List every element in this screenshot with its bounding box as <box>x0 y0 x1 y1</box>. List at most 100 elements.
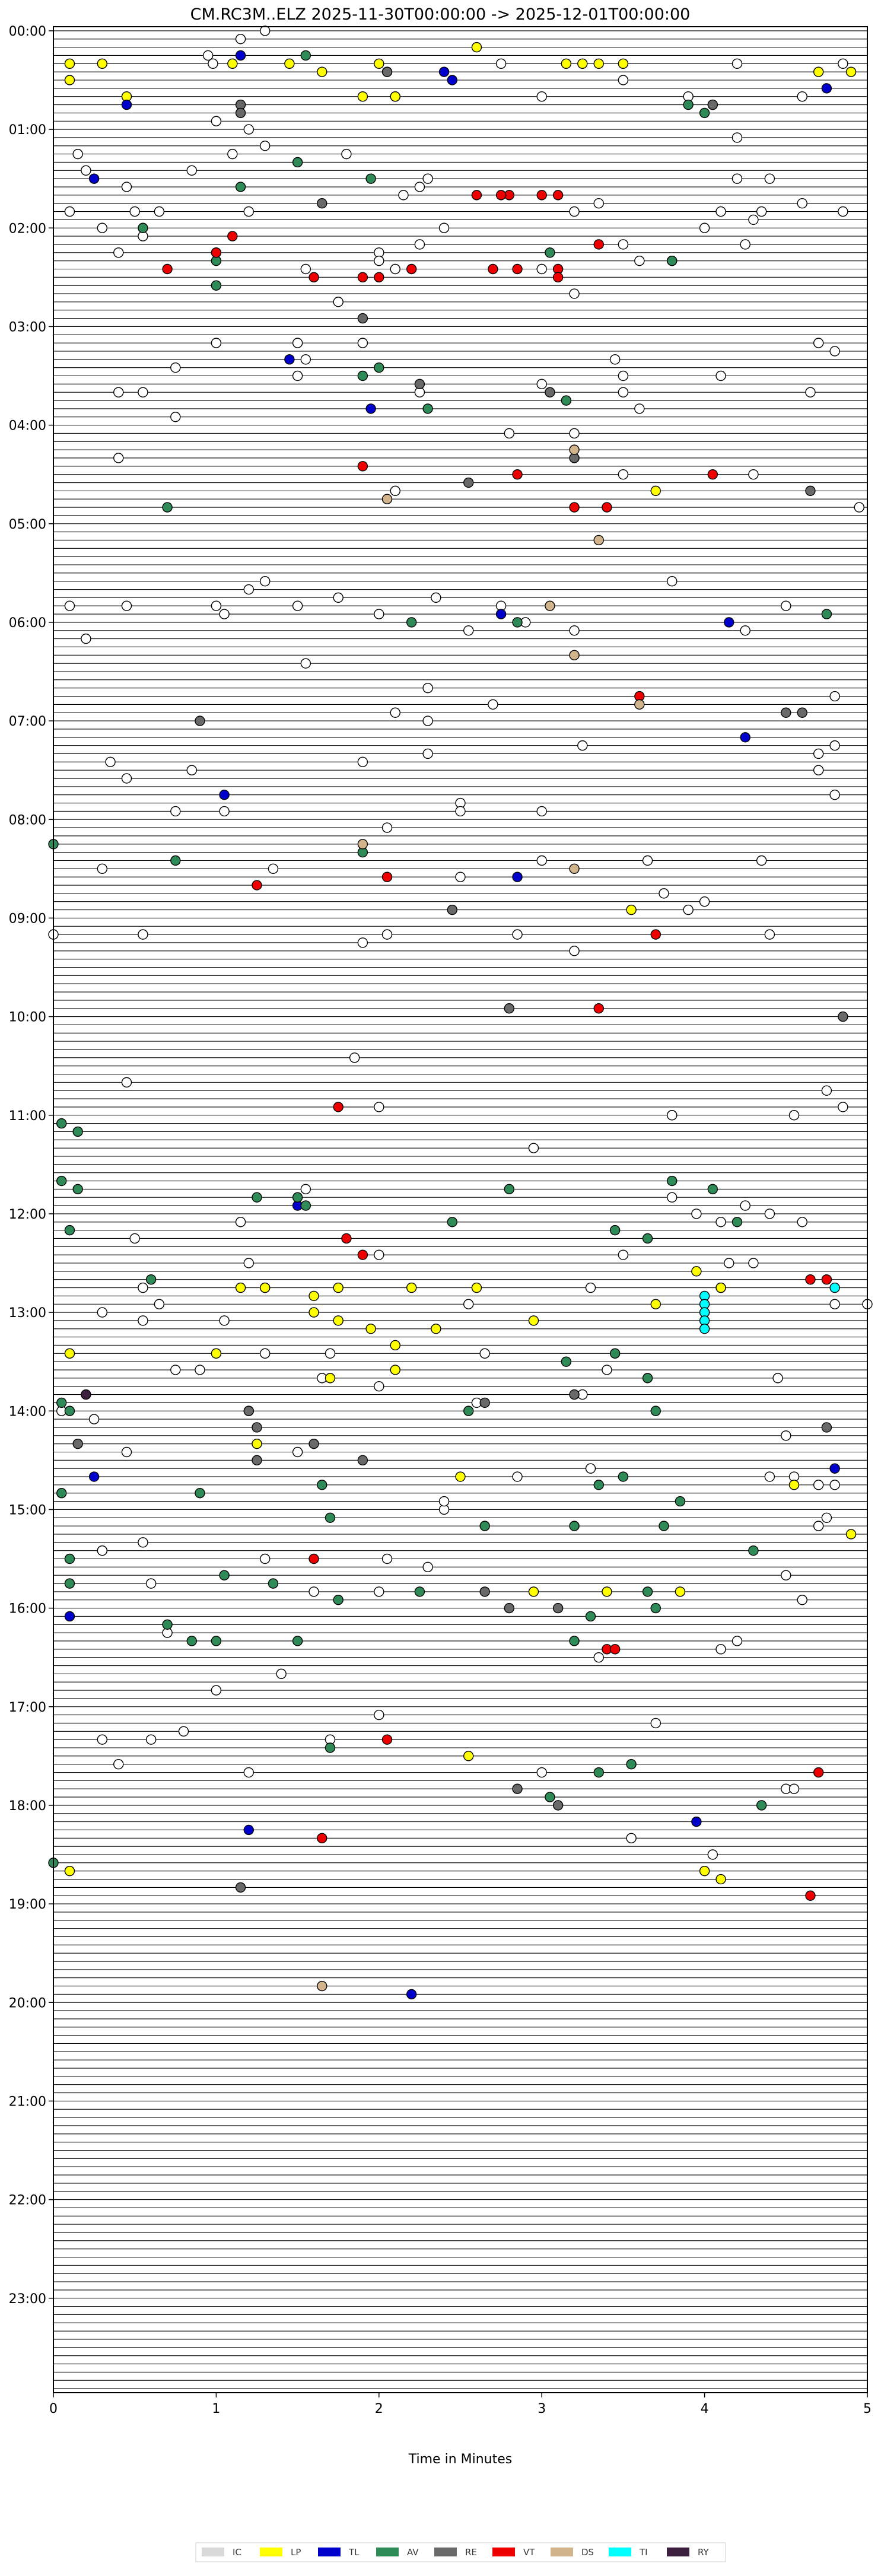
y-tick-label: 11:00 <box>9 1109 46 1124</box>
event-marker-tl <box>512 872 523 882</box>
event-marker-av <box>667 255 678 266</box>
event-marker-ds <box>381 494 393 504</box>
event-marker-av <box>72 1126 83 1137</box>
event-marker-ic <box>374 1709 384 1720</box>
event-marker-ic <box>756 206 767 217</box>
event-marker-tl <box>740 732 750 743</box>
event-marker-lp <box>390 91 400 102</box>
event-marker-ic <box>374 255 384 266</box>
event-marker-av <box>211 1636 222 1646</box>
event-marker-ic <box>211 116 222 126</box>
event-marker-ic <box>374 1249 384 1260</box>
event-marker-ic <box>422 683 433 694</box>
event-marker-vt <box>821 1274 832 1285</box>
event-marker-ic <box>211 1685 222 1696</box>
event-marker-ds <box>634 699 645 710</box>
event-marker-ic <box>243 124 254 135</box>
event-marker-ic <box>781 600 791 611</box>
event-marker-re <box>479 1397 490 1408</box>
y-tick-label: 20:00 <box>9 1996 46 2011</box>
event-marker-tl <box>219 790 230 800</box>
event-markers <box>48 26 873 2000</box>
event-marker-ic <box>707 1849 718 1860</box>
y-tick-label: 07:00 <box>9 714 46 729</box>
event-marker-av <box>642 1586 653 1597</box>
event-marker-ic <box>618 75 629 85</box>
event-marker-av <box>642 1233 653 1244</box>
event-marker-lp <box>715 1282 726 1293</box>
y-tick-label: 12:00 <box>9 1207 46 1222</box>
event-marker-lp <box>528 1315 539 1326</box>
event-marker-ic <box>243 584 254 595</box>
event-marker-vt <box>650 929 661 940</box>
event-marker-ic <box>211 338 222 348</box>
event-marker-ic <box>667 1192 678 1203</box>
event-marker-lp <box>675 1586 686 1597</box>
event-marker-av <box>292 1192 303 1203</box>
event-marker-ic <box>325 1348 336 1359</box>
event-marker-av <box>675 1496 686 1507</box>
event-marker-ic <box>97 1734 108 1745</box>
event-marker-ic <box>292 600 303 611</box>
event-marker-ic <box>829 691 840 702</box>
event-marker-lp <box>97 58 108 69</box>
y-tick-label: 05:00 <box>9 517 46 532</box>
event-marker-re <box>463 477 474 488</box>
event-marker-ic <box>667 575 678 587</box>
event-marker-ic <box>772 1373 783 1384</box>
event-marker-ic <box>740 1200 750 1211</box>
event-marker-ic <box>208 58 218 69</box>
event-marker-vt <box>252 880 262 891</box>
event-marker-re <box>479 1586 490 1597</box>
event-marker-re <box>243 1405 254 1416</box>
event-marker-ic <box>138 387 148 397</box>
event-marker-tl <box>235 50 246 61</box>
event-marker-ds <box>545 600 555 611</box>
event-marker-ic <box>838 1102 848 1112</box>
event-marker-ds <box>569 650 580 661</box>
event-marker-av <box>56 1118 67 1129</box>
event-marker-ic <box>797 1595 807 1605</box>
event-marker-av <box>292 157 303 168</box>
event-marker-av <box>195 1488 205 1499</box>
event-marker-av <box>300 50 311 61</box>
event-marker-av <box>731 1217 743 1227</box>
event-marker-ic <box>276 1668 287 1680</box>
event-marker-av <box>325 1742 336 1753</box>
event-marker-ic <box>683 904 694 915</box>
event-marker-ic <box>797 1217 807 1227</box>
event-marker-av <box>162 502 173 513</box>
y-tick-label: 01:00 <box>9 123 46 138</box>
event-marker-tl <box>365 403 376 414</box>
event-marker-ic <box>292 370 303 381</box>
event-marker-ic <box>390 485 400 497</box>
event-marker-av <box>64 1225 75 1236</box>
event-marker-ic <box>154 1299 165 1309</box>
event-marker-vt <box>308 1553 319 1564</box>
event-marker-re <box>805 485 816 497</box>
event-marker-lp <box>618 58 629 69</box>
event-marker-vt <box>552 190 564 201</box>
event-marker-av <box>545 247 555 258</box>
event-marker-ic <box>64 600 75 611</box>
event-marker-ic <box>528 1143 539 1153</box>
event-marker-ic <box>113 1758 124 1770</box>
event-marker-ic <box>431 592 441 603</box>
event-marker-ic <box>788 1110 800 1121</box>
y-tick-label: 18:00 <box>9 1799 46 1814</box>
event-marker-lp <box>626 904 637 915</box>
event-marker-ic <box>731 58 743 69</box>
event-marker-ds <box>569 444 580 455</box>
event-marker-ic <box>268 863 279 874</box>
event-marker-re <box>252 1455 262 1466</box>
event-marker-ic <box>121 600 132 611</box>
event-marker-vt <box>381 1734 393 1745</box>
event-marker-lp <box>593 58 604 69</box>
event-marker-ic <box>455 872 466 882</box>
legend-label-re: RE <box>465 2547 477 2558</box>
event-marker-ic <box>691 1209 702 1219</box>
event-marker-ic <box>618 370 629 381</box>
event-marker-lp <box>64 1866 75 1877</box>
event-marker-av <box>642 1373 653 1384</box>
event-marker-ic <box>618 469 629 480</box>
